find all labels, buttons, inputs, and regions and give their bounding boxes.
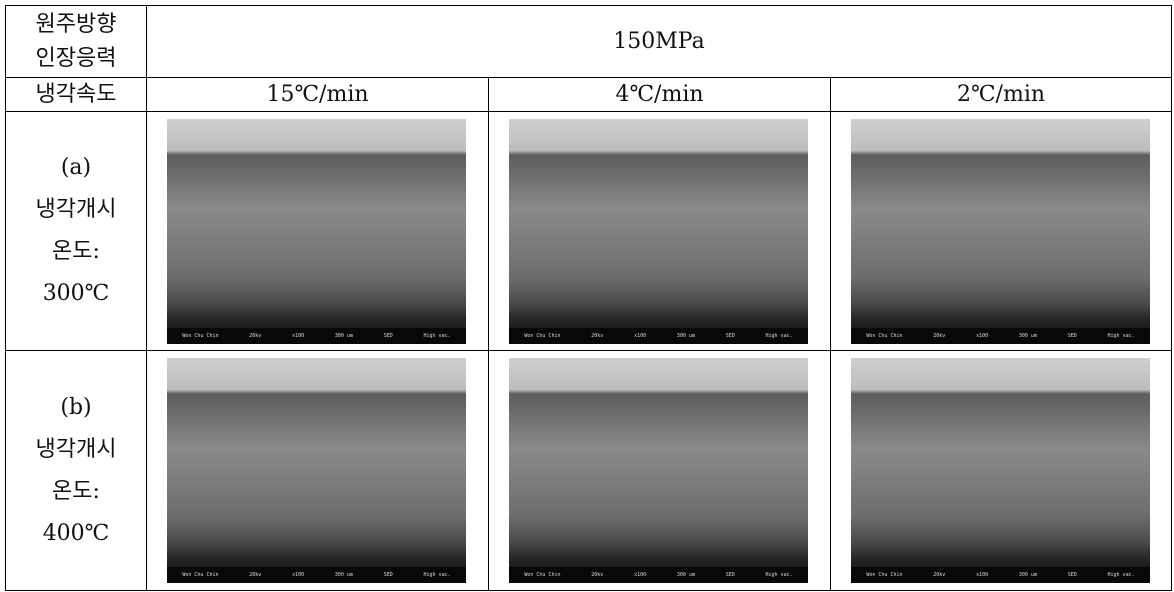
row-label: 400℃	[42, 520, 110, 546]
row-label: 냉각개시	[35, 197, 117, 222]
rate-label: 냉각속도	[35, 81, 117, 107]
rate-label-cell: 냉각속도	[5, 77, 147, 112]
micrograph-info-bar: Won Chu Chin 20kv x100 300 um SED High vac.	[851, 567, 1150, 583]
micrograph-info: Won Chu Chin	[524, 333, 561, 339]
micrograph-info: x100	[292, 333, 305, 339]
micrograph-info: Won Chu Chin	[182, 333, 219, 339]
sem-micrograph: Won Chu Chin 20kv x100 300 um SED High vac.	[509, 358, 808, 583]
image-cell	[830, 350, 1172, 591]
micrograph-info: 20kv	[591, 333, 604, 339]
rate-cell: 4℃/min	[488, 77, 831, 112]
row-label: 온도:	[52, 478, 100, 504]
micrograph-info: High vac.	[765, 572, 793, 578]
micrograph-info: 300 um	[1018, 572, 1037, 578]
micrograph-info: SED	[725, 572, 735, 578]
micrograph-info: High vac.	[765, 333, 793, 339]
micrograph-info: Won Chu Chin	[866, 572, 903, 578]
micrograph-info: 300 um	[334, 333, 353, 339]
rate-cell: 2℃/min	[830, 77, 1172, 112]
micrograph-info: x100	[634, 572, 647, 578]
sem-micrograph: Won Chu Chin 20kv x100 300 um SED High vac.	[167, 119, 466, 344]
micrograph-info: Won Chu Chin	[524, 572, 561, 578]
micrograph-info-bar: Won Chu Chin 20kv x100 300 um SED High vac.	[167, 328, 466, 344]
micrograph-info: High vac.	[423, 333, 451, 339]
micrograph-info: x100	[292, 572, 305, 578]
sem-micrograph: Won Chu Chin 20kv x100 300 um SED High vac.	[509, 119, 808, 344]
micrograph-info: 20kv	[249, 333, 262, 339]
stress-label: 150MPa	[613, 28, 705, 54]
row-label: 냉각개시	[35, 436, 117, 462]
sem-micrograph: Won Chu Chin 20kv x100 300 um SED High vac.	[167, 358, 466, 583]
micrograph-info: x100	[976, 333, 989, 339]
micrograph-info: Won Chu Chin	[182, 572, 219, 578]
micrograph-info-bar: Won Chu Chin 20kv x100 300 um SED High vac.	[167, 567, 466, 583]
micrograph-info-bar: Won Chu Chin 20kv x100 300 um SED High vac.	[509, 328, 808, 344]
micrograph-info: 20kv	[249, 572, 262, 578]
row-label: 온도:	[52, 239, 100, 264]
micrograph-info: SED	[725, 333, 735, 339]
rate-value: 15℃/min	[266, 82, 369, 107]
micrograph-info: High vac.	[423, 572, 451, 578]
micrograph-info: 20kv	[933, 333, 946, 339]
micrograph-info: 300 um	[676, 333, 695, 339]
micrograph-info-bar: Won Chu Chin 20kv x100 300 um SED High vac.	[851, 328, 1150, 344]
micrograph-info: SED	[1067, 333, 1077, 339]
micrograph-info: High vac.	[1107, 333, 1135, 339]
micrograph-info: SED	[383, 572, 393, 578]
rate-value: 2℃/min	[956, 82, 1046, 107]
micrograph-info: 300 um	[676, 572, 695, 578]
micrograph-info: 300 um	[1018, 333, 1037, 339]
micrograph-info: High vac.	[1107, 572, 1135, 578]
header-stress-cell: 150MPa	[146, 5, 1172, 78]
row-label: (a)	[60, 155, 92, 180]
row-label: 300℃	[42, 281, 110, 306]
rate-cell: 15℃/min	[146, 77, 489, 112]
micrograph-info: 20kv	[933, 572, 946, 578]
sem-micrograph: Won Chu Chin 20kv x100 300 um SED High vac.	[851, 119, 1150, 344]
rate-value: 4℃/min	[615, 82, 704, 107]
micrograph-info: SED	[383, 333, 393, 339]
micrograph-info: SED	[1067, 572, 1077, 578]
row-label: (b)	[60, 394, 92, 420]
header-label: 인장응력	[35, 45, 117, 71]
micrograph-info: 20kv	[591, 572, 604, 578]
sem-micrograph: Won Chu Chin 20kv x100 300 um SED High vac.	[851, 358, 1150, 583]
micrograph-info: 300 um	[334, 572, 353, 578]
micrograph-info: Won Chu Chin	[866, 333, 903, 339]
header-label: 원주방향	[35, 11, 117, 37]
micrograph-info: x100	[634, 333, 647, 339]
micrograph-info: x100	[976, 572, 989, 578]
micrograph-info-bar: Won Chu Chin 20kv x100 300 um SED High vac.	[509, 567, 808, 583]
